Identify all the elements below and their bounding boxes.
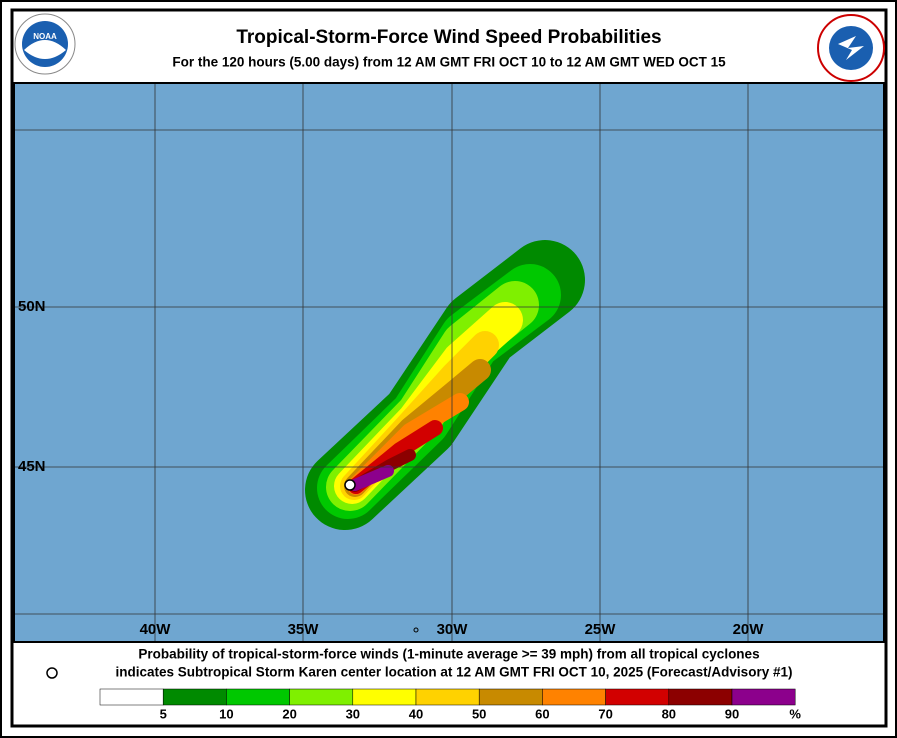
legend-label: 90 xyxy=(725,706,739,721)
legend-label: 10 xyxy=(219,706,233,721)
noaa-logo: NOAA xyxy=(14,13,76,75)
legend-swatch xyxy=(162,688,227,706)
caption-line: Probability of tropical-storm-force wind… xyxy=(138,647,759,662)
legend-swatch xyxy=(415,688,480,706)
lat-label: 50N xyxy=(18,298,46,315)
legend-label: 70 xyxy=(598,706,612,721)
legend-label: 30 xyxy=(346,706,360,721)
legend-swatch xyxy=(478,688,543,706)
legend-label: 60 xyxy=(535,706,549,721)
lon-label: 20W xyxy=(733,621,765,638)
legend-label: 20 xyxy=(282,706,296,721)
legend-swatch xyxy=(352,688,417,706)
lat-label: 45N xyxy=(18,458,46,475)
graticule xyxy=(14,83,884,642)
legend-label: 5 xyxy=(160,706,167,721)
storm-center xyxy=(344,479,356,491)
legend-swatch xyxy=(289,688,354,706)
title: Tropical-Storm-Force Wind Speed Probabil… xyxy=(236,27,661,48)
legend-swatch xyxy=(605,688,670,706)
legend-swatch xyxy=(99,688,164,706)
island xyxy=(413,627,419,633)
lon-label: 25W xyxy=(585,621,617,638)
lon-label: 35W xyxy=(288,621,320,638)
probability-contours xyxy=(305,240,585,530)
legend-unit: % xyxy=(789,706,801,721)
lon-label: 40W xyxy=(140,621,172,638)
inner-frame xyxy=(10,8,888,728)
legend-swatch xyxy=(731,688,796,706)
legend-swatch xyxy=(226,688,290,706)
legend-label: 50 xyxy=(472,706,486,721)
caption-symbol xyxy=(46,667,58,679)
legend-label: 80 xyxy=(662,706,676,721)
legend-swatch xyxy=(668,688,733,706)
logo-text: NOAA xyxy=(33,32,57,41)
subtitle: For the 120 hours (5.00 days) from 12 AM… xyxy=(172,55,726,70)
map: 40W 35W 30W 25W 20W 50N 45N xyxy=(13,82,885,643)
legend-label: 40 xyxy=(409,706,423,721)
caption-line: indicates Subtropical Storm Karen center… xyxy=(116,665,793,680)
legend: 5 10 20 30 40 50 60 70 80 90% xyxy=(99,688,801,721)
contour xyxy=(349,465,394,491)
legend-swatch xyxy=(542,688,606,706)
nws-logo xyxy=(817,14,885,82)
lon-label: 30W xyxy=(437,621,469,638)
